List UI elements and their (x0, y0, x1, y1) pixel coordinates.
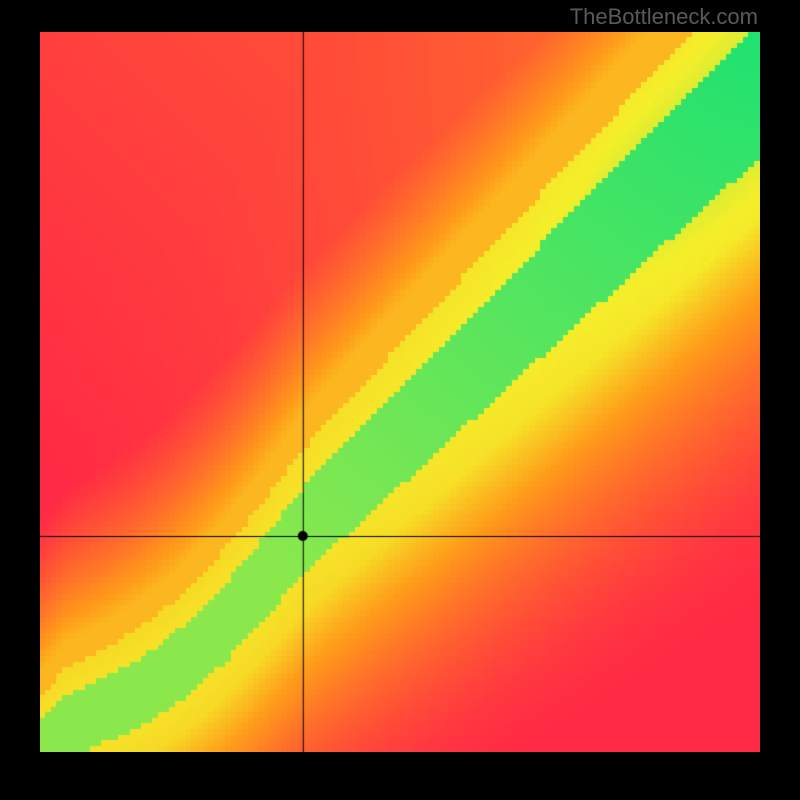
bottleneck-heatmap (40, 32, 760, 752)
watermark-text: TheBottleneck.com (570, 4, 758, 30)
heatmap-canvas (40, 32, 760, 752)
